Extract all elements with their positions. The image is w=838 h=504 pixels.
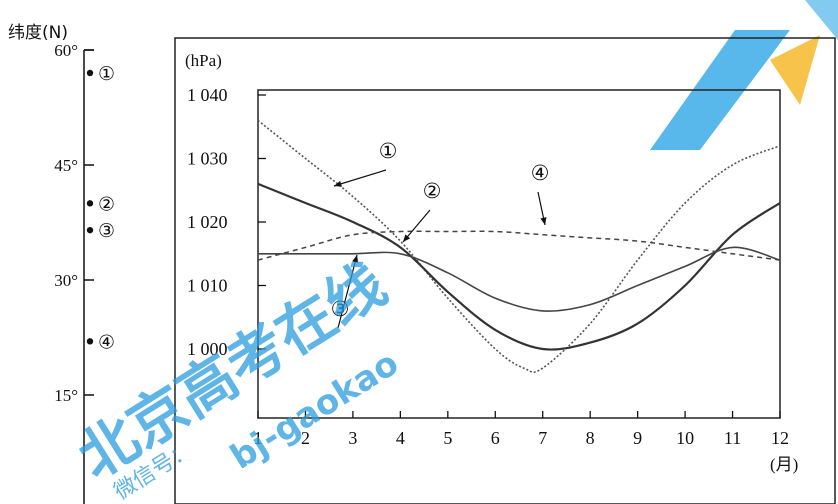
latitude-point-label: ③: [98, 220, 115, 242]
series-callout-arrow: [333, 169, 387, 187]
latitude-tick-label: 60°: [54, 41, 78, 60]
series-callout-arrowhead: [403, 234, 411, 242]
series-line-3: [257, 246, 781, 312]
x-tick-label: 2: [301, 428, 310, 448]
series-label: ③: [331, 297, 350, 321]
latitude-tick-label: 30°: [54, 271, 78, 290]
y-tick-label: 1 030: [187, 149, 228, 169]
latitude-point: [86, 226, 94, 234]
series-label: ④: [531, 161, 550, 185]
x-tick-label: 10: [676, 428, 694, 448]
latitude-panel: 纬度(N) 60° 45° 30° 15° ① ② ③ ④: [8, 23, 115, 504]
latitude-tick-label: 45°: [54, 156, 78, 175]
y-tick-label: 1 040: [187, 85, 228, 105]
watermark-logo: [650, 0, 838, 150]
latitude-axis-title: 纬度(N): [8, 23, 68, 43]
x-tick-label: 12: [771, 428, 789, 448]
chart-outer-frame: [174, 37, 836, 504]
latitude-point: [86, 200, 94, 207]
x-tick-label: 5: [443, 428, 452, 448]
series-callout-arrowhead: [334, 180, 342, 187]
series-line-2: [257, 182, 781, 351]
x-tick-label: 9: [633, 428, 642, 448]
x-tick-label: 4: [396, 428, 405, 448]
x-tick-label: 3: [348, 428, 357, 448]
series-label: ②: [423, 179, 442, 203]
series-callout-arrowhead: [540, 217, 547, 225]
y-axis-label: (hPa): [185, 51, 222, 70]
x-tick-label: 6: [491, 428, 500, 448]
series-line-4: [257, 230, 781, 261]
series-callout-arrow: [337, 254, 358, 329]
latitude-point: [86, 338, 94, 345]
x-axis-label: (月): [770, 455, 798, 474]
x-tick-label: 1: [254, 428, 263, 448]
y-tick-label: 1 010: [187, 276, 228, 296]
series-callout-arrowhead: [352, 255, 359, 263]
x-tick-label: 7: [538, 428, 547, 448]
y-tick-label: 1 000: [187, 339, 228, 359]
latitude-point: [86, 69, 94, 77]
series-line-1: [257, 119, 781, 373]
latitude-point-label: ①: [98, 63, 115, 85]
series-label: ①: [379, 139, 398, 163]
latitude-tick-label: 15°: [54, 386, 78, 405]
x-tick-label: 8: [586, 428, 595, 448]
latitude-point-label: ②: [98, 193, 115, 215]
watermark-text: 北京高考在线 bj-gaokao 微信号：: [66, 250, 405, 504]
y-tick-label: 1 020: [187, 212, 228, 232]
x-tick-label: 11: [724, 428, 741, 448]
latitude-point-label: ④: [98, 331, 115, 353]
